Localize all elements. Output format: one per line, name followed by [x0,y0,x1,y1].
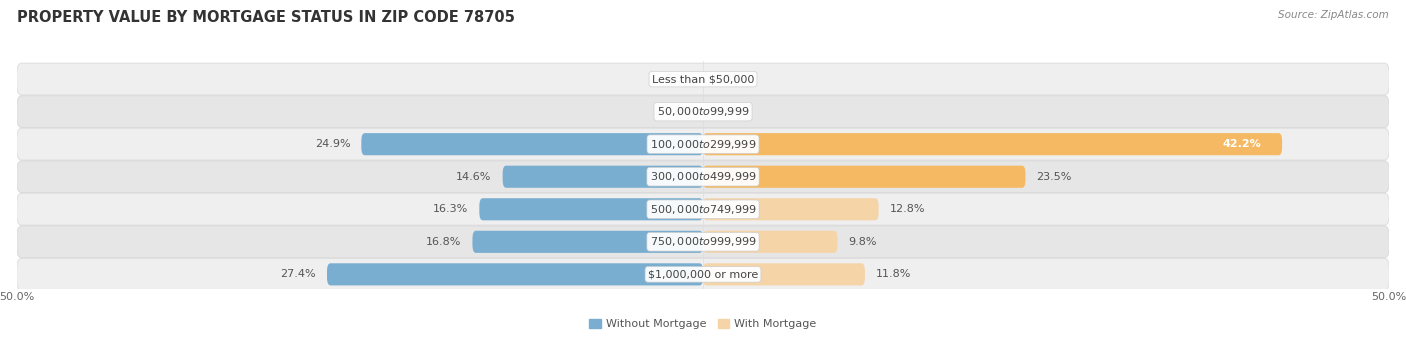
FancyBboxPatch shape [17,193,1389,225]
Text: PROPERTY VALUE BY MORTGAGE STATUS IN ZIP CODE 78705: PROPERTY VALUE BY MORTGAGE STATUS IN ZIP… [17,10,515,25]
FancyBboxPatch shape [361,133,703,155]
Text: $1,000,000 or more: $1,000,000 or more [648,269,758,279]
FancyBboxPatch shape [472,231,703,253]
Text: 24.9%: 24.9% [315,139,350,149]
FancyBboxPatch shape [703,231,838,253]
Text: Source: ZipAtlas.com: Source: ZipAtlas.com [1278,10,1389,20]
Text: $100,000 to $299,999: $100,000 to $299,999 [650,138,756,151]
Text: 0.0%: 0.0% [714,107,742,117]
FancyBboxPatch shape [703,166,1025,188]
Text: 14.6%: 14.6% [457,172,492,182]
FancyBboxPatch shape [17,128,1389,160]
Text: 23.5%: 23.5% [1036,172,1071,182]
FancyBboxPatch shape [17,161,1389,193]
FancyBboxPatch shape [17,96,1389,128]
Text: 9.8%: 9.8% [848,237,877,247]
Text: 42.2%: 42.2% [1223,139,1261,149]
FancyBboxPatch shape [17,63,1389,95]
Text: $750,000 to $999,999: $750,000 to $999,999 [650,235,756,248]
Text: 16.8%: 16.8% [426,237,461,247]
FancyBboxPatch shape [703,263,865,285]
FancyBboxPatch shape [328,263,703,285]
Text: 0.0%: 0.0% [664,107,692,117]
Text: 0.0%: 0.0% [714,74,742,84]
Text: $50,000 to $99,999: $50,000 to $99,999 [657,105,749,118]
Text: $500,000 to $749,999: $500,000 to $749,999 [650,203,756,216]
FancyBboxPatch shape [703,198,879,220]
Legend: Without Mortgage, With Mortgage: Without Mortgage, With Mortgage [585,314,821,334]
FancyBboxPatch shape [479,198,703,220]
Text: 16.3%: 16.3% [433,204,468,214]
FancyBboxPatch shape [703,133,1282,155]
Text: 11.8%: 11.8% [876,269,911,279]
Text: 0.0%: 0.0% [664,74,692,84]
Text: 12.8%: 12.8% [890,204,925,214]
FancyBboxPatch shape [17,226,1389,258]
FancyBboxPatch shape [503,166,703,188]
Text: $300,000 to $499,999: $300,000 to $499,999 [650,170,756,183]
FancyBboxPatch shape [17,258,1389,290]
Text: Less than $50,000: Less than $50,000 [652,74,754,84]
Text: 27.4%: 27.4% [280,269,316,279]
